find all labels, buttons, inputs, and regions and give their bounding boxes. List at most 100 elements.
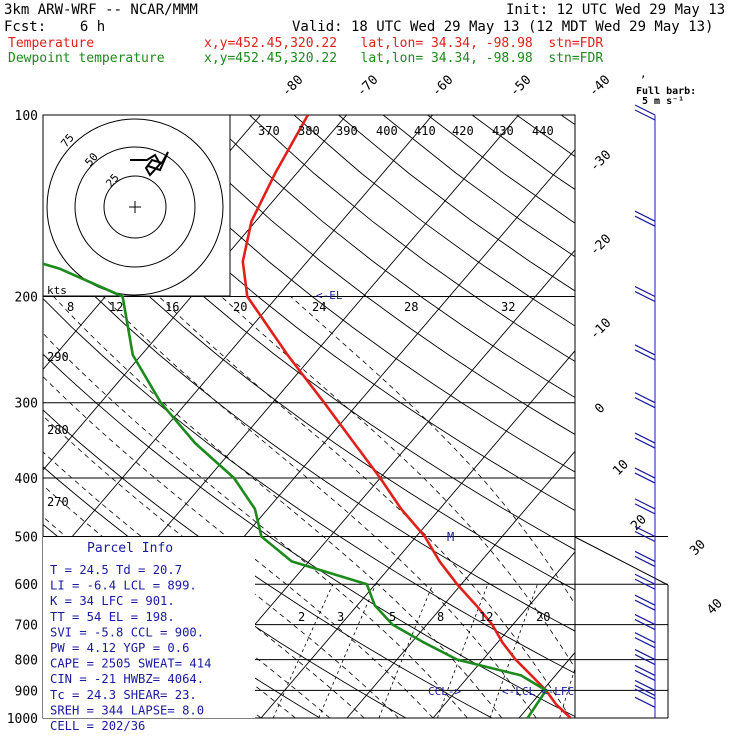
pressure-tick-label: 400 (15, 472, 38, 487)
theta-label: 390 (336, 124, 358, 138)
theta-label: 430 (492, 124, 514, 138)
theta-label: 370 (258, 124, 280, 138)
wind-barb (634, 619, 656, 631)
pressure-tick-label: 300 (15, 397, 38, 412)
parcel-info-row: CELL = 202/36 (50, 719, 145, 733)
wind-barb (634, 573, 656, 585)
dry-adiabat-line (43, 298, 575, 674)
isotherm-line (432, 551, 575, 718)
wind-barb (634, 688, 656, 700)
isotherm-label: -50 (507, 73, 534, 100)
wind-barb (634, 432, 656, 444)
el-marker: <-EL (316, 289, 343, 302)
parcel-info-row: SVI = -5.8 CCL = 900. (50, 625, 204, 639)
wind-barb (634, 637, 656, 649)
dewpoint-location: x,y=452.45,320.22 lat,lon= 34.34, -98.98… (204, 51, 604, 66)
wind-barb (634, 632, 656, 644)
wind-barb (634, 344, 656, 356)
wind-barb (634, 349, 656, 361)
hodograph-ring (103, 175, 167, 239)
isotherm-label: -30 (587, 148, 614, 175)
dry-adiabat-line (160, 115, 575, 435)
wind-barb (634, 290, 656, 303)
hodograph-trace (130, 151, 169, 177)
mixing-ratio-scale-label: 20 (233, 300, 247, 314)
wind-barb (634, 503, 656, 515)
isotherm-label: 40 (704, 596, 726, 618)
ccl-marker: CCL-> (428, 685, 461, 698)
wind-barb (634, 525, 656, 538)
forecast-hour: Fcst: 6 h (4, 19, 106, 35)
theta-label: 290 (47, 350, 69, 364)
dry-adiabat-line (43, 187, 575, 591)
pressure-tick-label: 700 (15, 619, 38, 634)
dry-adiabat-line (71, 115, 575, 512)
wind-barb (634, 614, 656, 626)
theta-label: 280 (47, 423, 69, 437)
hodograph-ring (74, 146, 196, 268)
wind-barb (634, 594, 656, 606)
theta-label: 420 (452, 124, 474, 138)
isotherm-line (260, 350, 575, 718)
isotherm-line (691, 115, 740, 718)
parcel-info-row: LI = -6.4 LCL = 899. (50, 579, 197, 593)
dry-adiabat-line (249, 115, 575, 362)
wind-barb (634, 215, 656, 227)
isotherm-label: 0 (592, 401, 608, 417)
theta-label: 440 (532, 124, 554, 138)
isotherm-label: 20 (628, 512, 650, 534)
wind-barb (634, 392, 656, 404)
mixing-ratio-scale-label: 12 (109, 300, 123, 314)
wind-barb (634, 472, 656, 484)
mixing-ratio-label: 2 (298, 610, 305, 624)
mixing-ratio-label: 3 (337, 610, 344, 624)
pressure-tick-label: 100 (15, 109, 38, 124)
wind-barb (634, 599, 656, 611)
parcel-info-row: T = 24.5 Td = 20.7 (50, 563, 182, 577)
dry-adiabat-line (43, 353, 575, 718)
mixing-ratio-scale-label: 8 (67, 300, 74, 314)
parcel-info-row: TT = 54 EL = 198. (50, 610, 175, 624)
hodograph-box (42, 114, 231, 297)
pressure-tick-label: 900 (15, 684, 38, 699)
isotherm-line (605, 115, 740, 718)
dry-adiabat-line (43, 133, 575, 551)
parcel-info-row: PW = 4.12 YGP = 0.6 (50, 641, 189, 655)
barb-legend-line1: Full barb: (636, 86, 696, 97)
frame-diagonal-line (574, 536, 669, 586)
isotherm-label: -70 (354, 73, 381, 100)
dry-adiabat-line (115, 115, 575, 473)
wind-barb (634, 555, 656, 567)
wind-barb (634, 397, 656, 409)
isotherm-label: 10 (610, 457, 632, 479)
mixing-ratio-label: 12 (479, 610, 493, 624)
parcel-info-row: K = 34 LFC = 901. (50, 594, 175, 608)
parcel-info-row: SREH = 344 LAPSE= 8.0 (50, 703, 204, 717)
mixing-ratio-label: 8 (437, 610, 444, 624)
theta-label: 410 (414, 124, 436, 138)
mixing-ratio-scale-label: 28 (404, 300, 418, 314)
temperature-legend-label: Temperature (8, 36, 95, 51)
temperature-location: x,y=452.45,320.22 lat,lon= 34.34, -98.98… (204, 36, 604, 51)
barb-legend-line2: 5 m s⁻¹ (642, 96, 684, 107)
wind-barb (634, 550, 656, 562)
lfc-marker: <-LFC (541, 685, 574, 698)
mixing-ratio-label: 5 (389, 610, 396, 624)
wind-barb (634, 649, 656, 661)
pressure-tick-label: 800 (15, 654, 38, 669)
wind-barb (634, 679, 656, 691)
isotherm-label: -80 (279, 73, 306, 100)
theta-label: 400 (376, 124, 398, 138)
pressure-tick-label: 500 (15, 530, 38, 545)
mixing-ratio-scale-label: 16 (165, 300, 179, 314)
mixing-ratio-scale-label: 24 (312, 300, 326, 314)
m-marker: M (447, 530, 454, 544)
moist-adiabat-line (221, 296, 575, 669)
wind-barb (634, 684, 656, 696)
isotherm-line (43, 115, 433, 572)
wind-barb (634, 664, 656, 676)
wind-barb (634, 654, 656, 666)
dewpoint-legend-label: Dewpoint temperature (8, 51, 165, 66)
parcel-info-title: Parcel Info (87, 541, 173, 556)
